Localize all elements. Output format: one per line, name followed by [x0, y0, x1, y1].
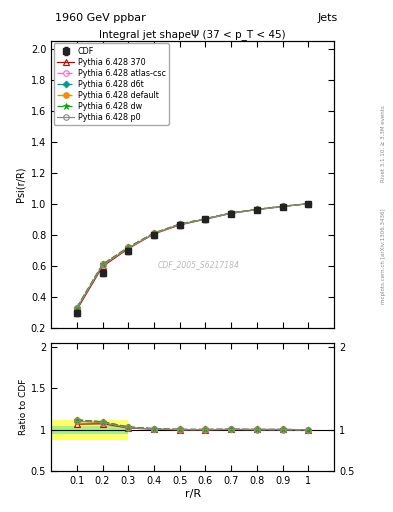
Pythia 6.428 default — [152, 230, 156, 236]
Pythia 6.428 atlas-csc — [100, 261, 105, 267]
X-axis label: r/R: r/R — [184, 488, 201, 499]
Pythia 6.428 atlas-csc — [152, 230, 156, 236]
Line: Pythia 6.428 dw: Pythia 6.428 dw — [73, 200, 312, 311]
Pythia 6.428 d6t — [152, 230, 156, 236]
Pythia 6.428 default — [306, 201, 311, 207]
Pythia 6.428 dw — [100, 261, 105, 267]
Pythia 6.428 default — [126, 244, 130, 250]
Pythia 6.428 p0 — [74, 305, 79, 311]
Pythia 6.428 d6t — [126, 244, 130, 250]
Pythia 6.428 370 — [280, 203, 285, 209]
Pythia 6.428 atlas-csc — [306, 201, 311, 207]
Pythia 6.428 dw — [255, 206, 259, 212]
Title: Integral jet shapeΨ (37 < p_T < 45): Integral jet shapeΨ (37 < p_T < 45) — [99, 29, 286, 40]
Pythia 6.428 p0 — [280, 204, 285, 210]
Pythia 6.428 p0 — [152, 230, 156, 237]
Pythia 6.428 default — [229, 210, 233, 216]
Pythia 6.428 p0 — [229, 210, 233, 217]
Text: 1960 GeV ppbar: 1960 GeV ppbar — [55, 13, 146, 23]
Pythia 6.428 370 — [306, 201, 311, 207]
Pythia 6.428 370 — [177, 222, 182, 228]
Pythia 6.428 dw — [177, 221, 182, 227]
Pythia 6.428 p0 — [100, 262, 105, 268]
Pythia 6.428 d6t — [74, 305, 79, 311]
Pythia 6.428 dw — [229, 210, 233, 216]
Pythia 6.428 p0 — [126, 245, 130, 251]
Pythia 6.428 370 — [100, 263, 105, 269]
Y-axis label: Psi(r/R): Psi(r/R) — [15, 166, 25, 202]
Bar — [51, 425, 128, 434]
Pythia 6.428 default — [177, 221, 182, 227]
Bar — [51, 420, 128, 440]
Pythia 6.428 atlas-csc — [126, 244, 130, 250]
Pythia 6.428 atlas-csc — [255, 206, 259, 212]
Text: mcplots.cern.ch [arXiv:1306.3436]: mcplots.cern.ch [arXiv:1306.3436] — [381, 208, 386, 304]
Legend: CDF, Pythia 6.428 370, Pythia 6.428 atlas-csc, Pythia 6.428 d6t, Pythia 6.428 de: CDF, Pythia 6.428 370, Pythia 6.428 atla… — [53, 44, 169, 125]
Y-axis label: Ratio to CDF: Ratio to CDF — [19, 379, 28, 435]
Pythia 6.428 d6t — [280, 203, 285, 209]
Line: Pythia 6.428 370: Pythia 6.428 370 — [74, 201, 311, 313]
Pythia 6.428 atlas-csc — [203, 216, 208, 222]
Pythia 6.428 370 — [74, 307, 79, 313]
Line: Pythia 6.428 atlas-csc: Pythia 6.428 atlas-csc — [74, 201, 311, 311]
Pythia 6.428 default — [100, 261, 105, 267]
Pythia 6.428 dw — [306, 201, 311, 207]
Pythia 6.428 default — [280, 203, 285, 209]
Line: Pythia 6.428 p0: Pythia 6.428 p0 — [74, 201, 311, 311]
Pythia 6.428 dw — [152, 230, 156, 236]
Text: Rivet 3.1.10, ≥ 3.3M events: Rivet 3.1.10, ≥ 3.3M events — [381, 105, 386, 182]
Pythia 6.428 370 — [152, 231, 156, 237]
Pythia 6.428 d6t — [255, 206, 259, 212]
Pythia 6.428 370 — [255, 206, 259, 212]
Pythia 6.428 d6t — [100, 261, 105, 267]
Pythia 6.428 default — [74, 305, 79, 311]
Pythia 6.428 d6t — [177, 221, 182, 227]
Pythia 6.428 p0 — [177, 221, 182, 227]
Pythia 6.428 370 — [229, 210, 233, 217]
Pythia 6.428 dw — [203, 216, 208, 222]
Pythia 6.428 atlas-csc — [177, 221, 182, 227]
Text: CDF_2005_S6217184: CDF_2005_S6217184 — [157, 260, 239, 269]
Text: Jets: Jets — [318, 13, 338, 23]
Pythia 6.428 default — [255, 206, 259, 212]
Pythia 6.428 atlas-csc — [280, 203, 285, 209]
Pythia 6.428 d6t — [306, 201, 311, 207]
Pythia 6.428 atlas-csc — [74, 305, 79, 311]
Pythia 6.428 370 — [126, 246, 130, 252]
Pythia 6.428 dw — [280, 203, 285, 209]
Pythia 6.428 p0 — [255, 207, 259, 213]
Pythia 6.428 default — [203, 216, 208, 222]
Pythia 6.428 atlas-csc — [229, 210, 233, 216]
Pythia 6.428 dw — [126, 244, 130, 250]
Pythia 6.428 p0 — [306, 201, 311, 207]
Pythia 6.428 dw — [74, 305, 79, 311]
Line: Pythia 6.428 d6t: Pythia 6.428 d6t — [74, 201, 311, 310]
Pythia 6.428 p0 — [203, 216, 208, 222]
Pythia 6.428 d6t — [229, 210, 233, 216]
Pythia 6.428 370 — [203, 216, 208, 222]
Line: Pythia 6.428 default: Pythia 6.428 default — [74, 201, 311, 310]
Pythia 6.428 d6t — [203, 216, 208, 222]
